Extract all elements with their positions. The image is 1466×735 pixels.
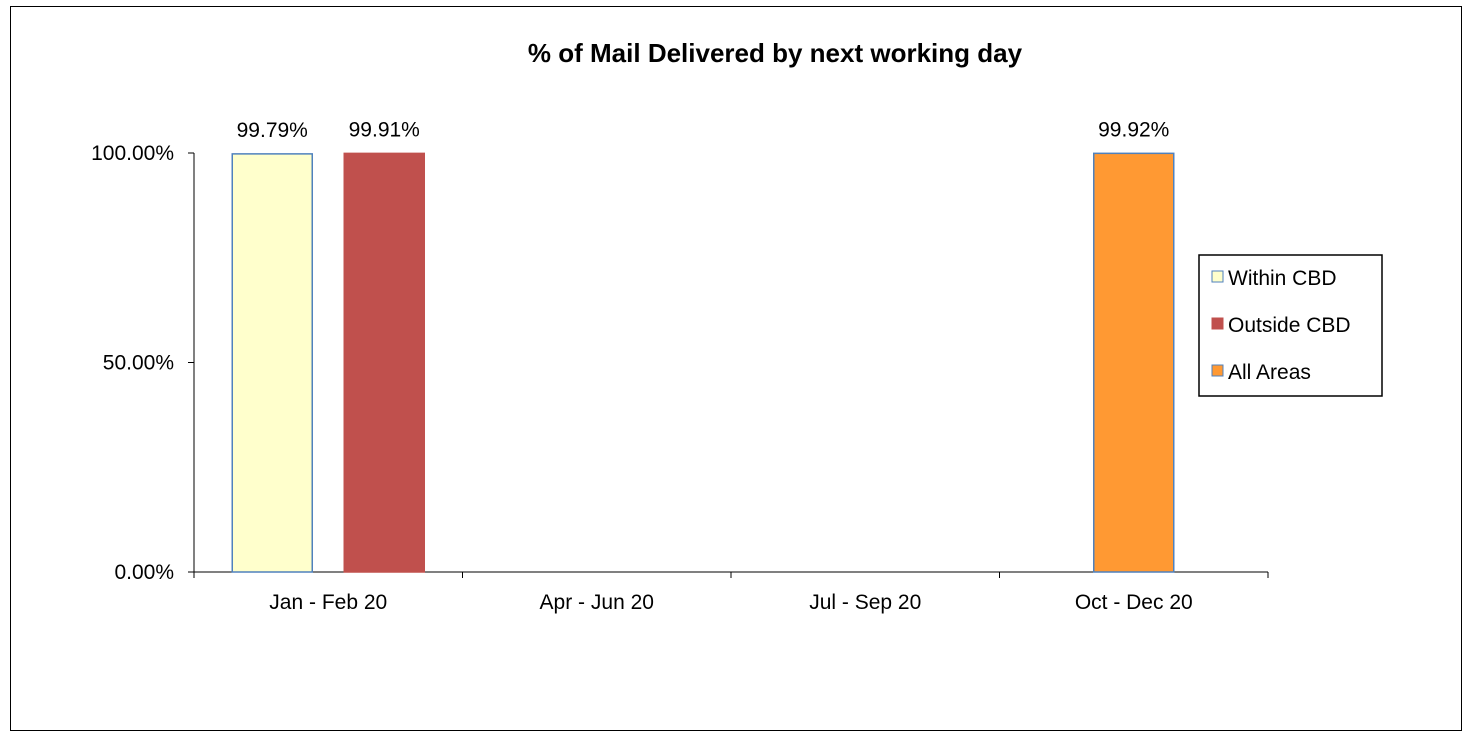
bar-all-areas (1093, 152, 1175, 573)
data-label: 99.91% (349, 118, 420, 141)
y-tick-label: 50.00% (103, 352, 174, 375)
legend-label: Within CBD (1228, 267, 1337, 290)
legend-box (1198, 254, 1383, 397)
x-tick-label: Oct - Dec 20 (1075, 591, 1193, 614)
plot-area: 0.00% 50.00% 100.00% Jan - Feb 20 Apr - Jun … (91, 118, 1269, 614)
legend-swatch (1211, 317, 1224, 330)
chart-title: % of Mail Delivered by next working day (528, 38, 1023, 68)
y-tick-label: 100.00% (91, 142, 174, 165)
bar-within-cbd (231, 153, 313, 573)
y-tick-label: 0.00% (114, 561, 174, 584)
bar-outside-cbd (343, 152, 425, 573)
legend-label: All Areas (1228, 361, 1311, 384)
legend: Within CBD Outside CBD All Areas (1198, 254, 1383, 397)
x-tick-label: Apr - Jun 20 (540, 591, 654, 614)
data-label: 99.92% (1098, 118, 1169, 141)
x-tick-label: Jul - Sep 20 (809, 591, 921, 614)
legend-swatch (1211, 364, 1224, 377)
data-label: 99.79% (237, 119, 308, 142)
x-tick-label: Jan - Feb 20 (269, 591, 387, 614)
legend-label: Outside CBD (1228, 314, 1351, 337)
legend-swatch (1211, 270, 1224, 283)
